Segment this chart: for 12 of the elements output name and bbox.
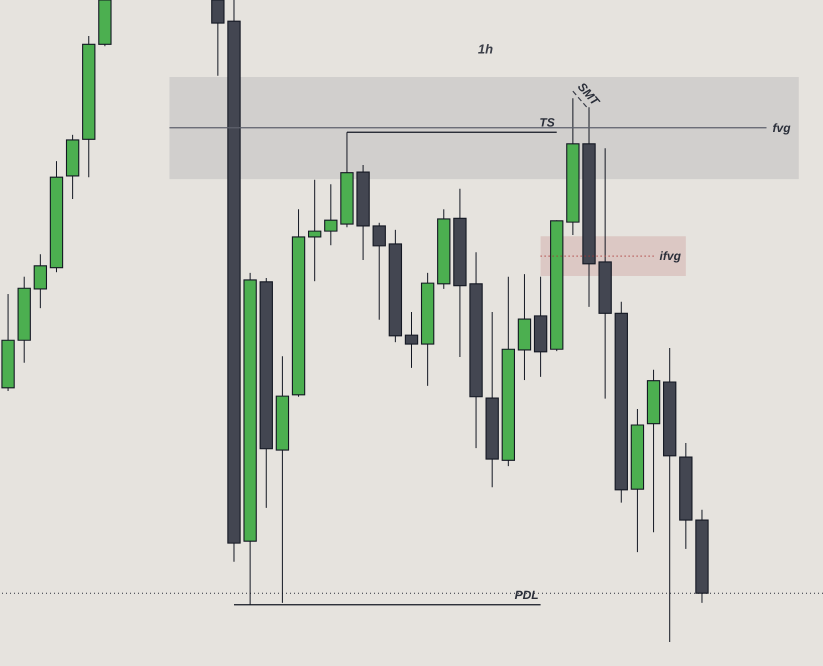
text: 1h [478, 41, 494, 56]
series-label: fvg [772, 120, 792, 135]
series-label: PDL [514, 588, 539, 602]
text: SMT [574, 80, 604, 110]
series-label: TS [539, 115, 555, 130]
candlestick [372, 222, 386, 320]
candlestick [211, 0, 225, 76]
candlestick [308, 179, 322, 282]
candlestick [324, 184, 338, 246]
series-label: ifvg [660, 249, 682, 264]
candlestick [404, 312, 418, 368]
candlestick [34, 254, 48, 309]
